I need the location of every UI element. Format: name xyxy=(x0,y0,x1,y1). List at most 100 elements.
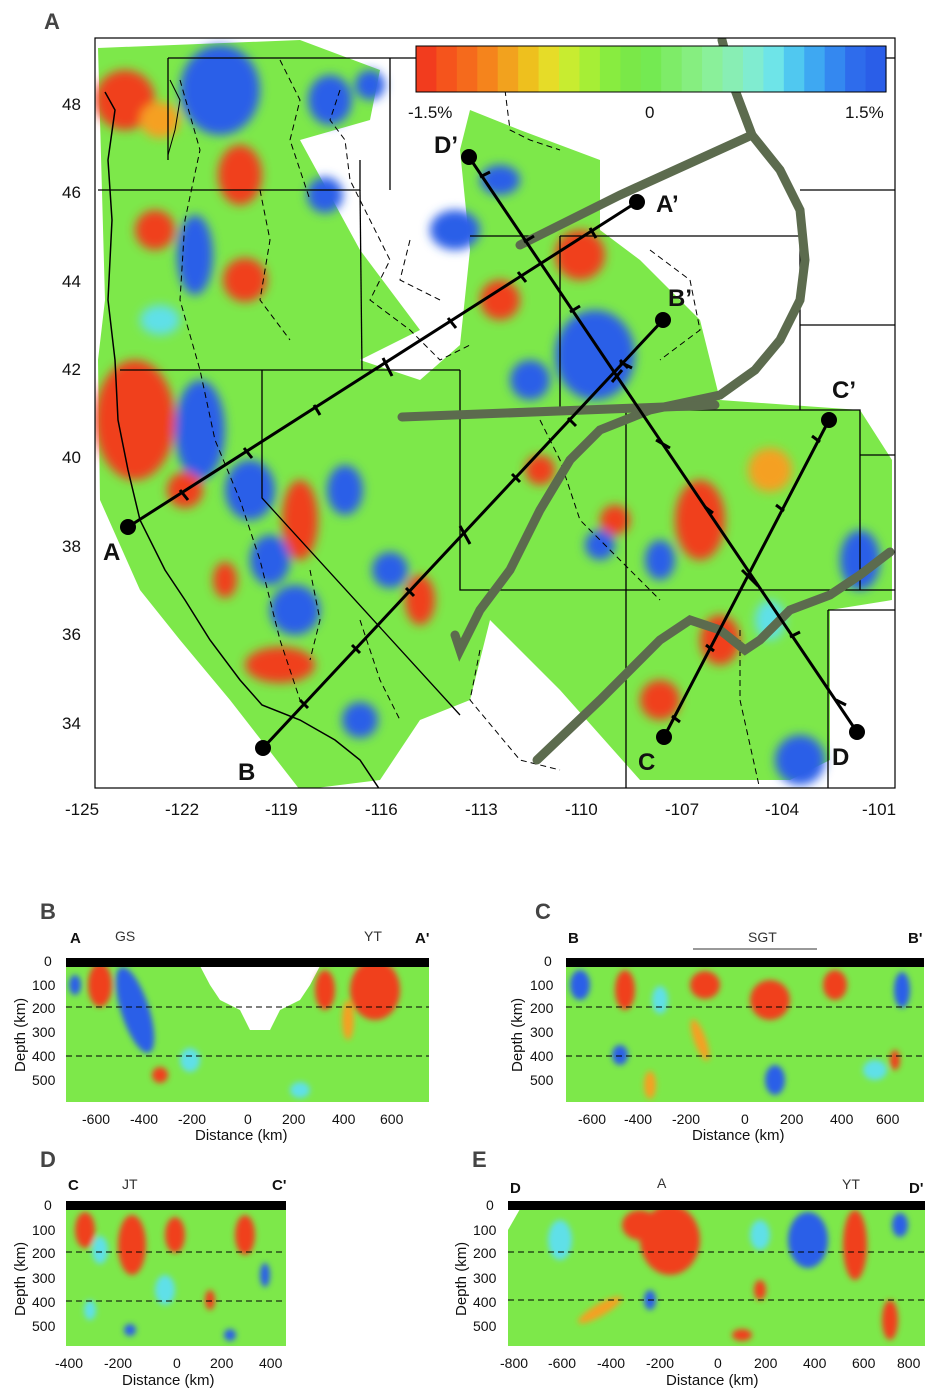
section-b-xtick: -600 xyxy=(82,1111,110,1127)
depth-tick: 400 xyxy=(530,1048,554,1064)
section-b-left-label: A xyxy=(70,930,81,947)
section-b-xtick: 600 xyxy=(380,1111,404,1127)
depth-tick: 500 xyxy=(32,1072,56,1088)
section-d-topbar xyxy=(66,1201,286,1210)
colorbar-cell xyxy=(702,46,724,92)
depth-tick: 500 xyxy=(473,1318,497,1334)
colorbar-cell xyxy=(477,46,499,92)
section-e-xtick: -400 xyxy=(597,1355,625,1371)
panel-letter-d: D xyxy=(40,1147,56,1172)
profile-label-c-end: C’ xyxy=(832,377,856,404)
lat-tick: 36 xyxy=(62,625,81,644)
depth-tick: 200 xyxy=(473,1245,497,1261)
section-e-right-label: D' xyxy=(909,1180,923,1197)
lat-tick: 34 xyxy=(62,714,81,733)
depth-tick: 200 xyxy=(32,1245,56,1261)
profile-label-d-end: D’ xyxy=(434,132,458,159)
profile-label-c: C xyxy=(638,749,655,776)
depth-tick: 400 xyxy=(32,1048,56,1064)
section-d-xtick: 200 xyxy=(210,1355,234,1371)
panel-letter-b: B xyxy=(40,899,56,924)
profile-ticks xyxy=(178,170,847,724)
lat-tick: 46 xyxy=(62,183,81,202)
section-c-xtick: -600 xyxy=(578,1111,606,1127)
section-c-xtick: 200 xyxy=(780,1111,804,1127)
colorbar: -1.5% 0 1.5% xyxy=(408,45,887,122)
depth-tick: 0 xyxy=(486,1197,494,1213)
profile-endpoints xyxy=(120,149,865,756)
lat-tick: 40 xyxy=(62,448,81,467)
section-e-xtick: 400 xyxy=(803,1355,827,1371)
colorbar-cell xyxy=(824,46,846,92)
colorbar-cell xyxy=(783,46,805,92)
section-d-xtick: -200 xyxy=(104,1355,132,1371)
lat-tick: 48 xyxy=(62,95,81,114)
province-outlines xyxy=(397,38,895,765)
depth-tick: 400 xyxy=(32,1294,56,1310)
cross-section-b: A A' GS YT -600 -400 -200 0 200 400 xyxy=(12,928,429,1144)
profile-label-a-end: A’ xyxy=(656,191,679,218)
section-c-xlabel: Distance (km) xyxy=(692,1127,785,1144)
colorbar-cell xyxy=(742,46,764,92)
section-d-left-label: C xyxy=(68,1177,79,1194)
lon-tick: -104 xyxy=(765,800,799,819)
section-b-xtick: -400 xyxy=(130,1111,158,1127)
lon-tick: -122 xyxy=(165,800,199,819)
depth-tick: 0 xyxy=(44,1197,52,1213)
colorbar-cell xyxy=(599,46,621,92)
section-b-topbar xyxy=(66,958,429,967)
depth-tick: 500 xyxy=(530,1072,554,1088)
section-e-xtick: -600 xyxy=(548,1355,576,1371)
colorbar-cell xyxy=(620,46,642,92)
section-e-xtick: -200 xyxy=(646,1355,674,1371)
section-b-xtick: -200 xyxy=(178,1111,206,1127)
colorbar-cell xyxy=(661,46,683,92)
colorbar-mid-label: 0 xyxy=(645,103,654,122)
panel-letter-c: C xyxy=(535,899,551,924)
section-e-left-label: D xyxy=(510,1180,521,1197)
section-c-xtick: -200 xyxy=(672,1111,700,1127)
section-e-xtick: 600 xyxy=(852,1355,876,1371)
cross-section-e: D D' A YT -800 -600 -4 xyxy=(453,1175,925,1389)
section-e-xtick: 0 xyxy=(714,1355,722,1371)
lon-tick: -125 xyxy=(65,800,99,819)
section-d-xlabel: Distance (km) xyxy=(122,1372,215,1389)
puget-sound xyxy=(167,79,181,156)
colorbar-cell xyxy=(436,46,458,92)
section-d-xtick: 0 xyxy=(173,1355,181,1371)
panel-letter-a: A xyxy=(44,9,60,34)
depth-tick: 100 xyxy=(32,977,56,993)
colorbar-cell xyxy=(579,46,601,92)
section-b-xtick: 400 xyxy=(332,1111,356,1127)
lon-tick-labels: -125 -122 -119 -116 -113 -110 -107 -104 … xyxy=(65,800,896,819)
section-c-depth-ticks: 0 100 200 300 400 500 xyxy=(530,953,554,1088)
colorbar-cell xyxy=(722,46,744,92)
section-b-right-label: A' xyxy=(415,930,429,947)
colorbar-cell xyxy=(865,46,887,92)
coastline xyxy=(104,91,380,788)
section-e-xtick: 800 xyxy=(897,1355,921,1371)
colorbar-cell xyxy=(497,46,519,92)
section-c-left-label: B xyxy=(568,930,579,947)
colorbar-cell xyxy=(456,46,478,92)
section-c-xtick: -400 xyxy=(624,1111,652,1127)
section-d-depth-ticks: 0 100 200 300 400 500 xyxy=(32,1197,56,1334)
section-c-annotation-sgt: SGT xyxy=(748,929,777,945)
cross-section-d: C C' JT -400 -200 0 200 400 xyxy=(12,1176,286,1389)
colorbar-frame xyxy=(415,45,887,93)
section-d-annotation-jt: JT xyxy=(122,1176,138,1192)
section-d-xtick: -400 xyxy=(55,1355,83,1371)
section-b-depth-ticks: 0 100 200 300 400 500 xyxy=(32,953,56,1088)
section-c-topbar xyxy=(566,958,924,967)
lon-tick: -107 xyxy=(665,800,699,819)
depth-tick: 200 xyxy=(32,1000,56,1016)
colorbar-cell xyxy=(804,46,826,92)
section-e-xtick: 200 xyxy=(754,1355,778,1371)
depth-tick: 0 xyxy=(44,953,52,969)
colorbar-cell xyxy=(763,46,785,92)
tomography-map xyxy=(95,38,895,788)
lat-tick-labels: 48 46 44 42 40 38 36 34 xyxy=(62,95,81,733)
lon-tick: -113 xyxy=(465,800,498,819)
lat-tick: 44 xyxy=(62,272,81,291)
section-e-ylabel: Depth (km) xyxy=(453,1242,470,1316)
